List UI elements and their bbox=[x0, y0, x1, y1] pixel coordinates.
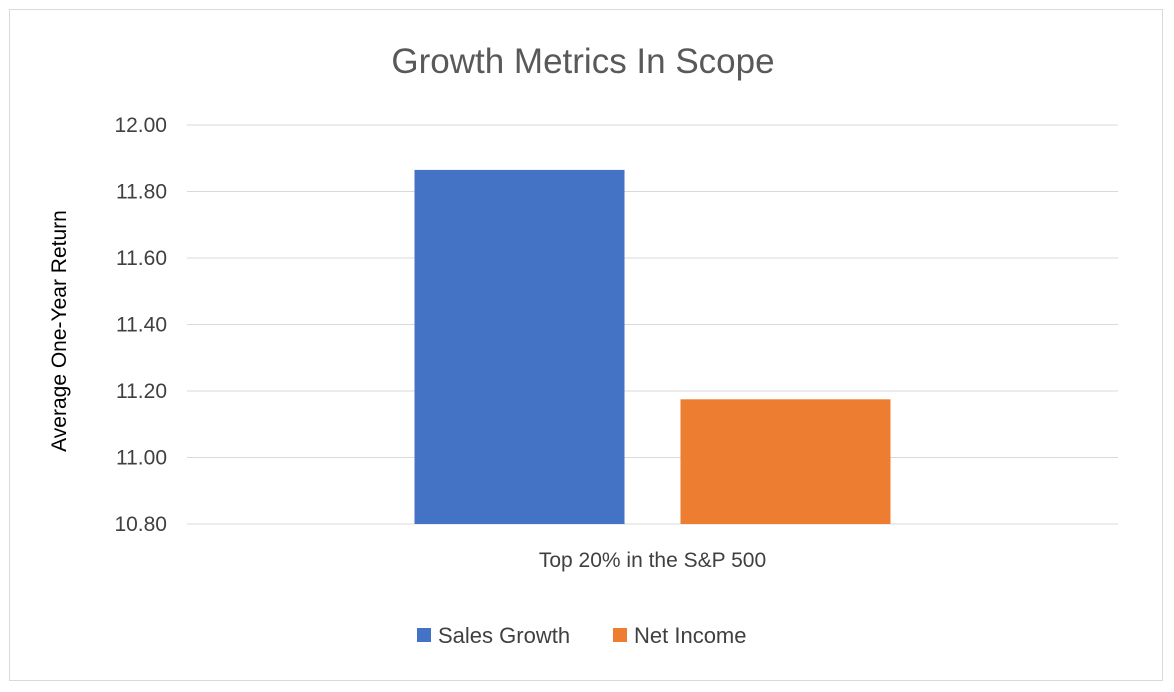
legend-label: Sales Growth bbox=[438, 623, 570, 648]
bars bbox=[414, 169, 891, 524]
gridlines bbox=[187, 124, 1118, 525]
y-tick-labels: 12.00 11.80 11.60 11.40 11.20 11.00 10.80 bbox=[114, 114, 167, 536]
y-tick-label: 10.80 bbox=[114, 513, 167, 536]
legend-swatch bbox=[613, 628, 627, 642]
y-tick-label: 12.00 bbox=[114, 114, 167, 137]
category-label: Top 20% in the S&P 500 bbox=[539, 549, 766, 572]
legend: Sales Growth Net Income bbox=[417, 623, 747, 648]
legend-label: Net Income bbox=[634, 623, 747, 648]
category-labels: Top 20% in the S&P 500 bbox=[539, 549, 766, 572]
y-axis-title: Average One-Year Return bbox=[48, 210, 71, 452]
y-tick-label: 11.00 bbox=[116, 447, 167, 470]
legend-swatch bbox=[417, 628, 431, 642]
y-tick-label: 11.40 bbox=[116, 314, 167, 337]
y-tick-label: 11.80 bbox=[116, 181, 167, 204]
bar-net-income bbox=[680, 399, 891, 524]
y-tick-label: 11.20 bbox=[116, 380, 167, 403]
chart-title: Growth Metrics In Scope bbox=[391, 42, 774, 81]
y-tick-label: 11.60 bbox=[116, 247, 167, 270]
bar-sales-growth bbox=[414, 169, 625, 524]
